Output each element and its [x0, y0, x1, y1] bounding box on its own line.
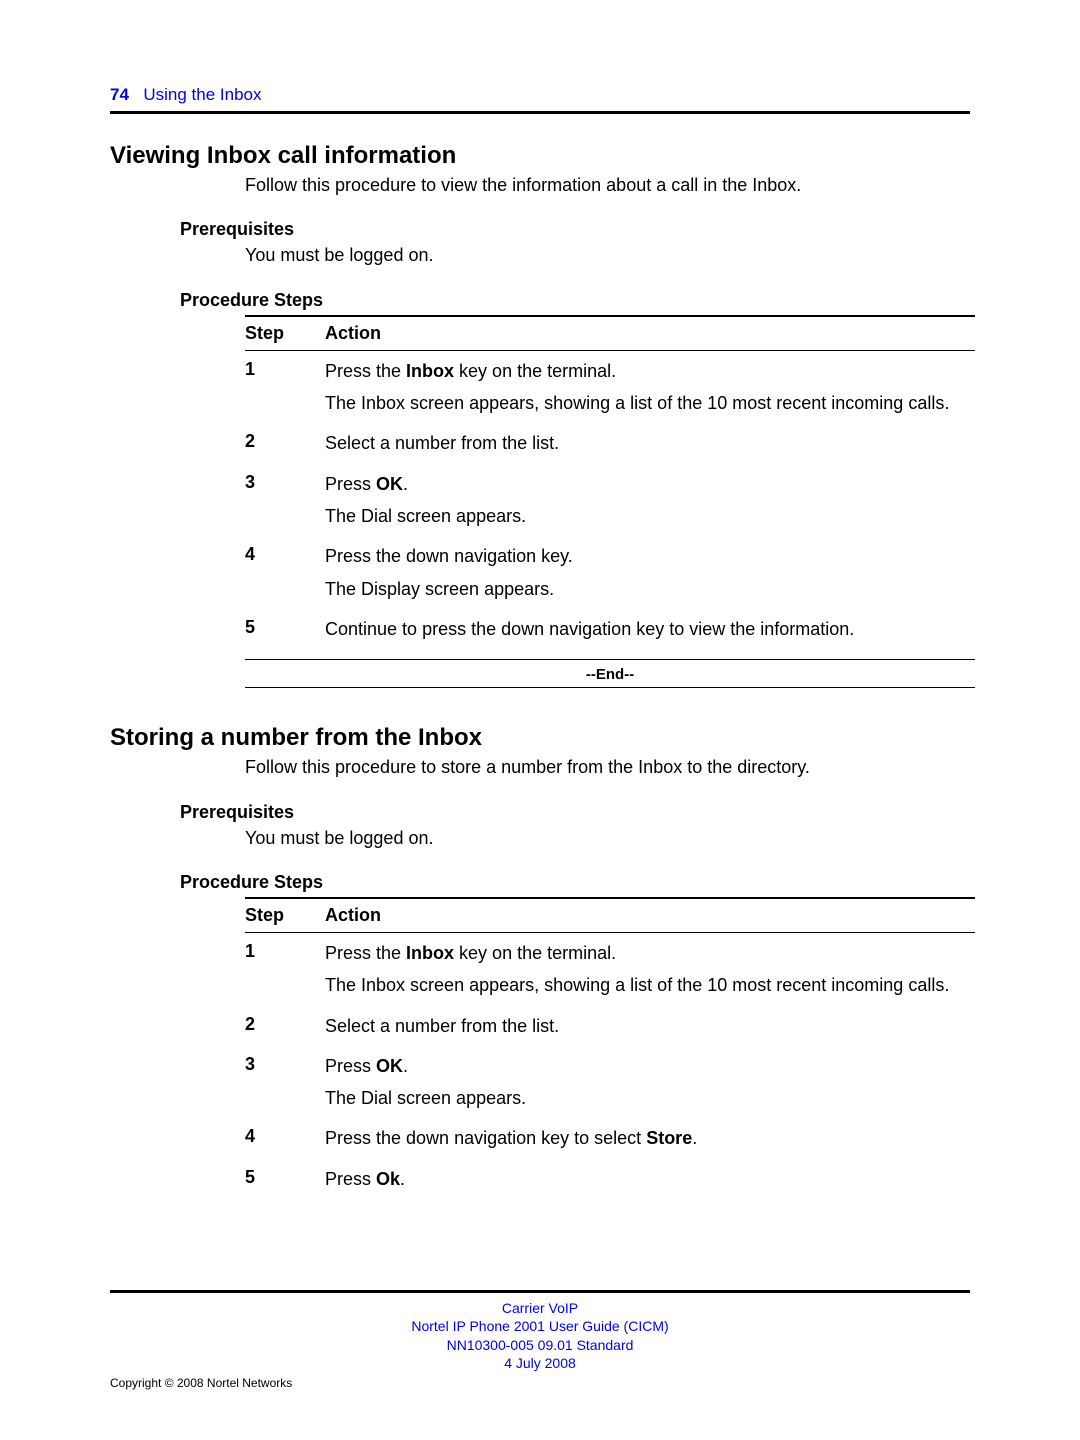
- text: Press: [325, 1169, 376, 1189]
- col-step-header: Step: [245, 323, 325, 344]
- table-row: 4 Press the down navigation key. The Dis…: [245, 536, 975, 609]
- step-action: Press Ok.: [325, 1167, 975, 1199]
- footer-center: Carrier VoIP Nortel IP Phone 2001 User G…: [110, 1299, 970, 1372]
- bold-term: Ok: [376, 1169, 400, 1189]
- footer-line3: NN10300-005 09.01 Standard: [110, 1336, 970, 1354]
- table-row: 4 Press the down navigation key to selec…: [245, 1118, 975, 1158]
- step-number: 3: [245, 472, 325, 537]
- section2-steps-heading: Procedure Steps: [180, 872, 970, 893]
- section2-prereq-heading: Prerequisites: [180, 802, 970, 823]
- section2-prereq-text: You must be logged on.: [245, 827, 970, 850]
- step-action: Press the Inbox key on the terminal. The…: [325, 941, 975, 1006]
- step-number: 2: [245, 1014, 325, 1046]
- table-row: 1 Press the Inbox key on the terminal. T…: [245, 933, 975, 1006]
- end-rule-top: [245, 659, 975, 660]
- table-row: 2 Select a number from the list.: [245, 423, 975, 463]
- table-row: 5 Continue to press the down navigation …: [245, 609, 975, 649]
- text: Press the: [325, 943, 406, 963]
- table-row: 2 Select a number from the list.: [245, 1006, 975, 1046]
- step-number: 4: [245, 544, 325, 609]
- text: Select a number from the list.: [325, 1014, 975, 1038]
- text: Press: [325, 1056, 376, 1076]
- step-number: 2: [245, 431, 325, 463]
- step-number: 1: [245, 941, 325, 1006]
- page: 74 Using the Inbox Viewing Inbox call in…: [0, 0, 1080, 1440]
- copyright: Copyright © 2008 Nortel Networks: [110, 1376, 970, 1390]
- step-number: 5: [245, 617, 325, 649]
- step-number: 5: [245, 1167, 325, 1199]
- table-row: 1 Press the Inbox key on the terminal. T…: [245, 351, 975, 424]
- section1-intro: Follow this procedure to view the inform…: [245, 174, 970, 197]
- footer-line2: Nortel IP Phone 2001 User Guide (CICM): [110, 1317, 970, 1335]
- footer-line1: Carrier VoIP: [110, 1299, 970, 1317]
- step-action: Press the down navigation key. The Displ…: [325, 544, 975, 609]
- text: The Inbox screen appears, showing a list…: [325, 391, 975, 415]
- step-action: Press the down navigation key to select …: [325, 1126, 975, 1158]
- text: key on the terminal.: [454, 361, 616, 381]
- table-header-row: Step Action: [245, 897, 975, 933]
- text: Press the: [325, 361, 406, 381]
- page-number: 74: [110, 85, 129, 104]
- section2-intro: Follow this procedure to store a number …: [245, 756, 970, 779]
- step-action: Select a number from the list.: [325, 431, 975, 463]
- header-rule: [110, 111, 970, 114]
- table-row: 3 Press OK. The Dial screen appears.: [245, 1046, 975, 1119]
- section1-prereq-text: You must be logged on.: [245, 244, 970, 267]
- step-number: 4: [245, 1126, 325, 1158]
- bold-term: Inbox: [406, 361, 454, 381]
- step-action: Press OK. The Dial screen appears.: [325, 472, 975, 537]
- text: The Display screen appears.: [325, 577, 975, 601]
- step-action: Press OK. The Dial screen appears.: [325, 1054, 975, 1119]
- footer-rule: [110, 1290, 970, 1293]
- section2-title: Storing a number from the Inbox: [110, 724, 970, 752]
- text: .: [692, 1128, 697, 1148]
- text: .: [403, 1056, 408, 1076]
- table-row: 3 Press OK. The Dial screen appears.: [245, 464, 975, 537]
- text: .: [403, 474, 408, 494]
- step-action: Continue to press the down navigation ke…: [325, 617, 975, 649]
- text: The Dial screen appears.: [325, 504, 975, 528]
- table-row: 5 Press Ok.: [245, 1159, 975, 1199]
- text: Press: [325, 474, 376, 494]
- text: .: [400, 1169, 405, 1189]
- section1-steps-heading: Procedure Steps: [180, 290, 970, 311]
- table-header-row: Step Action: [245, 315, 975, 351]
- end-label: --End--: [245, 664, 975, 685]
- text: Press the down navigation key to select: [325, 1128, 646, 1148]
- footer-line4: 4 July 2008: [110, 1354, 970, 1372]
- end-rule-bottom: [245, 687, 975, 688]
- col-step-header: Step: [245, 905, 325, 926]
- section1-prereq-heading: Prerequisites: [180, 219, 970, 240]
- bold-term: OK: [376, 1056, 403, 1076]
- text: The Inbox screen appears, showing a list…: [325, 973, 975, 997]
- section1-steps-table: Step Action 1 Press the Inbox key on the…: [245, 315, 975, 688]
- page-footer: Carrier VoIP Nortel IP Phone 2001 User G…: [110, 1290, 970, 1390]
- step-action: Select a number from the list.: [325, 1014, 975, 1046]
- bold-term: Store: [646, 1128, 692, 1148]
- text: Select a number from the list.: [325, 431, 975, 455]
- col-action-header: Action: [325, 905, 381, 926]
- section2-steps-table: Step Action 1 Press the Inbox key on the…: [245, 897, 975, 1199]
- section1-title: Viewing Inbox call information: [110, 142, 970, 170]
- text: Continue to press the down navigation ke…: [325, 617, 975, 641]
- text: Press the down navigation key.: [325, 544, 975, 568]
- text: The Dial screen appears.: [325, 1086, 975, 1110]
- step-number: 1: [245, 359, 325, 424]
- text: key on the terminal.: [454, 943, 616, 963]
- step-action: Press the Inbox key on the terminal. The…: [325, 359, 975, 424]
- bold-term: Inbox: [406, 943, 454, 963]
- running-header: 74 Using the Inbox: [110, 85, 970, 105]
- col-action-header: Action: [325, 323, 381, 344]
- bold-term: OK: [376, 474, 403, 494]
- running-head-title: Using the Inbox: [143, 85, 261, 104]
- step-number: 3: [245, 1054, 325, 1119]
